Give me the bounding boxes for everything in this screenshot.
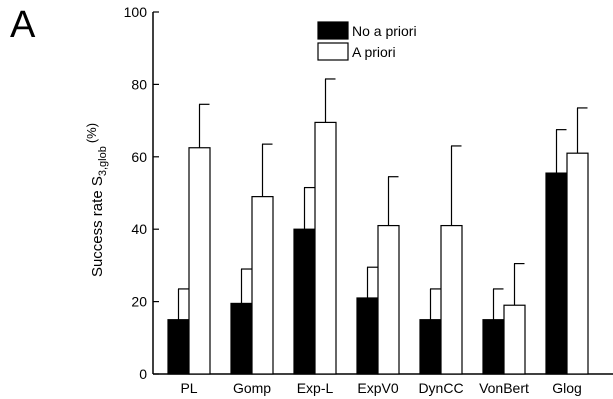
y-tick-label: 40 — [131, 221, 147, 237]
y-tick-label: 100 — [124, 4, 148, 20]
bar-no-a-priori — [419, 319, 442, 375]
bar-no-a-priori — [545, 172, 568, 375]
bar-marks — [167, 121, 589, 375]
bar-a-priori — [566, 152, 589, 375]
y-tick-label: 20 — [131, 294, 147, 310]
x-axis-tick-labels: PL Gomp Exp-L ExpV0 DynCC VonBert Glog — [180, 380, 581, 396]
x-tick-label: ExpV0 — [357, 380, 398, 396]
legend-label: A priori — [352, 44, 396, 60]
bar-a-priori — [503, 304, 526, 375]
legend-swatch — [317, 42, 349, 61]
y-tick-label: 0 — [139, 366, 147, 382]
y-tick-label: 60 — [131, 149, 147, 165]
bar-a-priori — [251, 196, 274, 375]
bar-no-a-priori — [167, 319, 190, 375]
x-tick-label: VonBert — [479, 380, 529, 396]
bar-a-priori — [440, 224, 463, 375]
x-tick-label: Exp-L — [297, 380, 334, 396]
error-bars — [177, 78, 588, 320]
x-tick-label: Glog — [552, 380, 582, 396]
panel-label: A — [10, 4, 36, 46]
legend-swatch — [317, 21, 349, 40]
bar-no-a-priori — [230, 302, 253, 375]
legend: No a priori A priori — [317, 21, 417, 61]
bar-no-a-priori — [482, 319, 505, 375]
y-axis-ticks: 0 20 40 60 80 100 — [124, 4, 159, 382]
bar-no-a-priori — [356, 297, 379, 375]
x-tick-label: Gomp — [233, 380, 271, 396]
x-tick-label: PL — [180, 380, 197, 396]
bar-a-priori — [377, 224, 400, 375]
legend-label: No a priori — [352, 23, 417, 39]
y-axis-label-subscript: 3,glob — [97, 146, 109, 176]
y-tick-label: 80 — [131, 76, 147, 92]
x-tick-label: DynCC — [418, 380, 463, 396]
bar-no-a-priori — [293, 228, 316, 375]
bar-a-priori — [314, 121, 337, 375]
y-axis-label-main: Success rate S — [89, 176, 106, 277]
y-axis-label: Success rate S3,glob (%) — [84, 123, 109, 277]
y-axis-label-unit: (%) — [84, 123, 99, 143]
bar-a-priori — [188, 147, 211, 375]
